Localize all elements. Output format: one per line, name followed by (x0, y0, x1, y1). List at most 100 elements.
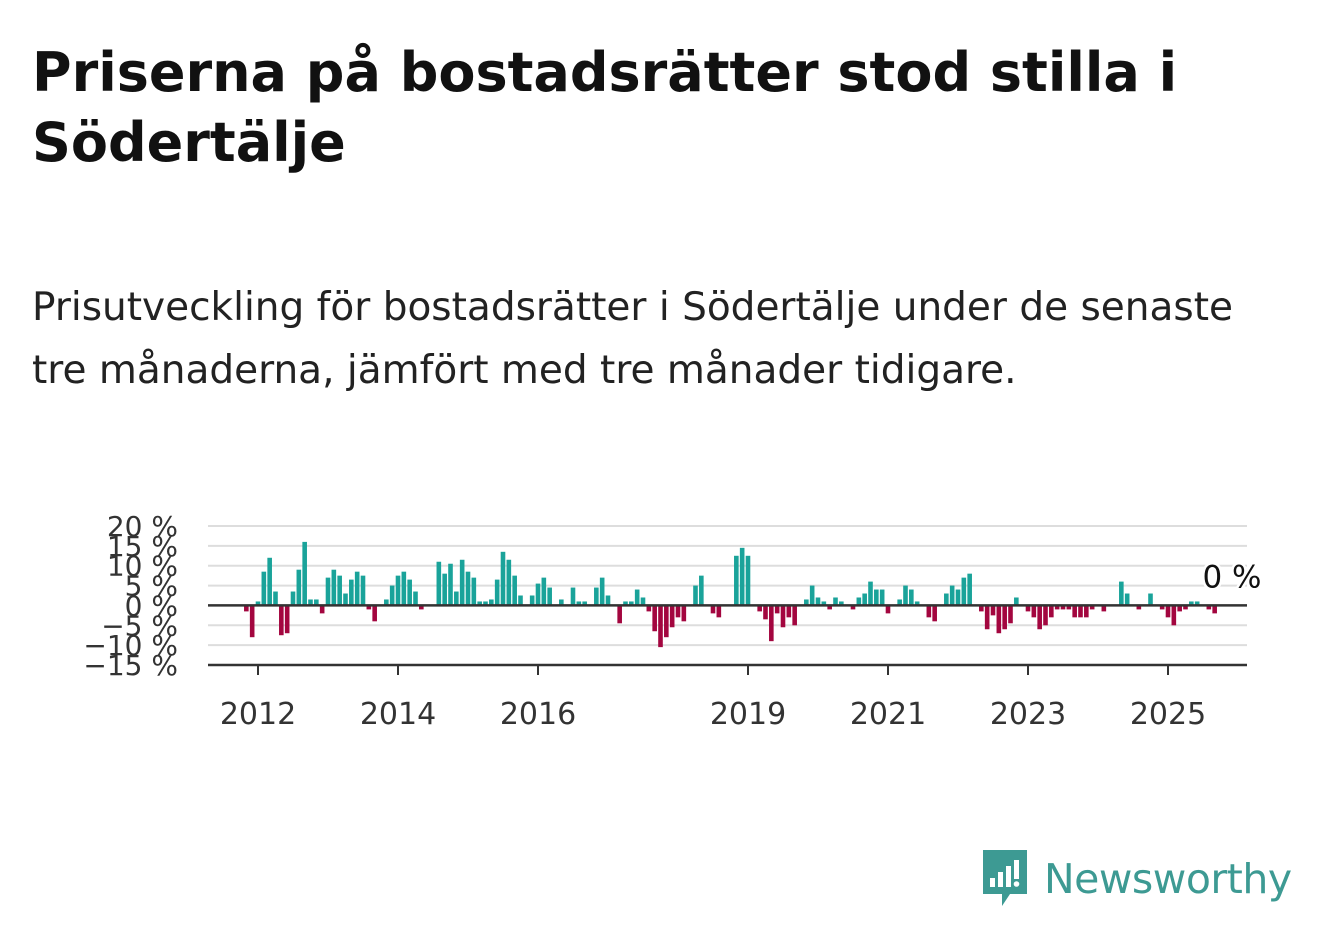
bar (535, 583, 541, 606)
brand-name: Newsworthy (1044, 855, 1292, 903)
y-tick-label: 10 % (107, 550, 178, 583)
bar (769, 605, 774, 642)
x-tick-label: 2014 (360, 697, 436, 732)
bar (1119, 581, 1124, 606)
bar (413, 591, 418, 606)
bar (1136, 605, 1142, 610)
bar (284, 605, 290, 634)
bar (325, 577, 331, 606)
bar (1008, 605, 1013, 624)
bar (576, 601, 582, 606)
bar (1072, 605, 1077, 618)
bar (833, 597, 838, 606)
bar (541, 577, 547, 606)
bar (903, 585, 908, 606)
bar (629, 601, 634, 606)
bar (1159, 605, 1165, 610)
bar (710, 605, 716, 614)
bar (792, 605, 797, 626)
bar (634, 589, 640, 606)
bar (267, 557, 272, 606)
bar (366, 605, 372, 610)
bar (448, 563, 453, 606)
x-tick-label: 2023 (990, 697, 1066, 732)
bar (1084, 605, 1089, 618)
bar (255, 601, 261, 606)
bar (599, 577, 605, 606)
bar (990, 605, 996, 616)
bar-chart: 20 %15 %10 %5 %0 %−5 %−10 %−15 %2012 2014… (83, 510, 1262, 732)
bar (669, 605, 675, 628)
bar (1025, 605, 1031, 612)
bar (850, 605, 856, 610)
bar (570, 587, 576, 606)
bar (529, 595, 535, 606)
bar (734, 555, 739, 606)
bar (827, 605, 832, 610)
y-tick-label: 0 % (125, 589, 178, 622)
bar (1148, 593, 1153, 606)
newsworthy-logo-icon (983, 850, 1027, 906)
bar (483, 601, 488, 606)
annotation-label: 0 % (1202, 559, 1261, 595)
bar (874, 589, 879, 606)
bar (389, 585, 395, 606)
bar (1060, 605, 1066, 610)
bar (454, 591, 459, 606)
bar (349, 579, 354, 606)
bar (681, 605, 687, 622)
bar (500, 551, 506, 606)
bar (1177, 605, 1182, 612)
bar (786, 605, 792, 618)
bar (547, 587, 552, 606)
bar (763, 605, 768, 620)
bar (279, 605, 284, 636)
bar (617, 605, 622, 624)
bar (780, 605, 786, 628)
bar (331, 569, 337, 606)
bar (1066, 605, 1072, 610)
bar (1101, 605, 1107, 612)
bar (862, 593, 867, 606)
bar (839, 601, 844, 606)
bar (442, 573, 447, 606)
bar (296, 569, 302, 606)
bar (658, 605, 663, 648)
bar (249, 605, 255, 638)
bar (1206, 605, 1212, 610)
bar (967, 573, 972, 606)
bar (372, 605, 377, 622)
bar (1089, 605, 1095, 610)
bar (494, 579, 500, 606)
bar (337, 575, 342, 606)
bar (354, 571, 360, 606)
bar (640, 597, 646, 606)
bar (465, 571, 471, 606)
brand-logo: Newsworthy (980, 848, 1292, 910)
bar (244, 605, 249, 612)
chart-subtitle: Prisutveckling för bostadsrätter i Söder… (32, 285, 1234, 393)
bar (471, 577, 477, 606)
bar (1002, 605, 1007, 630)
bar (804, 599, 809, 606)
bar (489, 599, 494, 606)
bar (343, 593, 348, 606)
bar (407, 579, 412, 606)
bar (302, 541, 307, 606)
bar (518, 595, 523, 606)
bar (605, 595, 611, 606)
y-tick-label: −10 % (83, 629, 178, 662)
bar (273, 591, 278, 606)
bar (745, 555, 751, 606)
bar (419, 605, 424, 610)
bar (1212, 605, 1217, 614)
bar (1031, 605, 1037, 618)
y-tick-label: 15 % (107, 530, 178, 563)
bar (652, 605, 657, 632)
bar (926, 605, 932, 618)
bar (559, 599, 564, 606)
bar (623, 601, 628, 606)
bar (879, 589, 885, 606)
bar (1049, 605, 1054, 618)
bar (1054, 605, 1060, 610)
